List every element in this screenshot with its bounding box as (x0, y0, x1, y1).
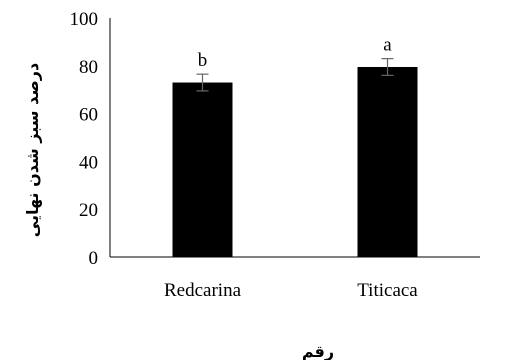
x-tick-label: Titicaca (357, 280, 418, 301)
bar (172, 82, 233, 257)
significance-letter: b (198, 50, 208, 71)
significance-letter: a (383, 35, 392, 56)
error-bar (196, 73, 209, 92)
error-bar (381, 58, 394, 76)
y-tick-label: 80 (79, 57, 98, 78)
x-axis-categories: Redcarina Titicaca (164, 280, 418, 301)
x-axis-title: رقم (302, 342, 334, 360)
x-tick-label: Redcarina (164, 280, 242, 301)
y-tick-label: 40 (79, 152, 98, 173)
bar (357, 66, 418, 258)
y-tick-label: 100 (70, 9, 99, 30)
y-axis-ticks: 0 20 40 60 80 100 (70, 9, 99, 269)
y-tick-label: 20 (79, 200, 98, 221)
y-tick-label: 0 (89, 248, 99, 269)
y-tick-label: 60 (79, 105, 98, 126)
bars: ba (172, 35, 418, 258)
y-axis-title: درصد سبز شدن نهایی (23, 63, 42, 237)
